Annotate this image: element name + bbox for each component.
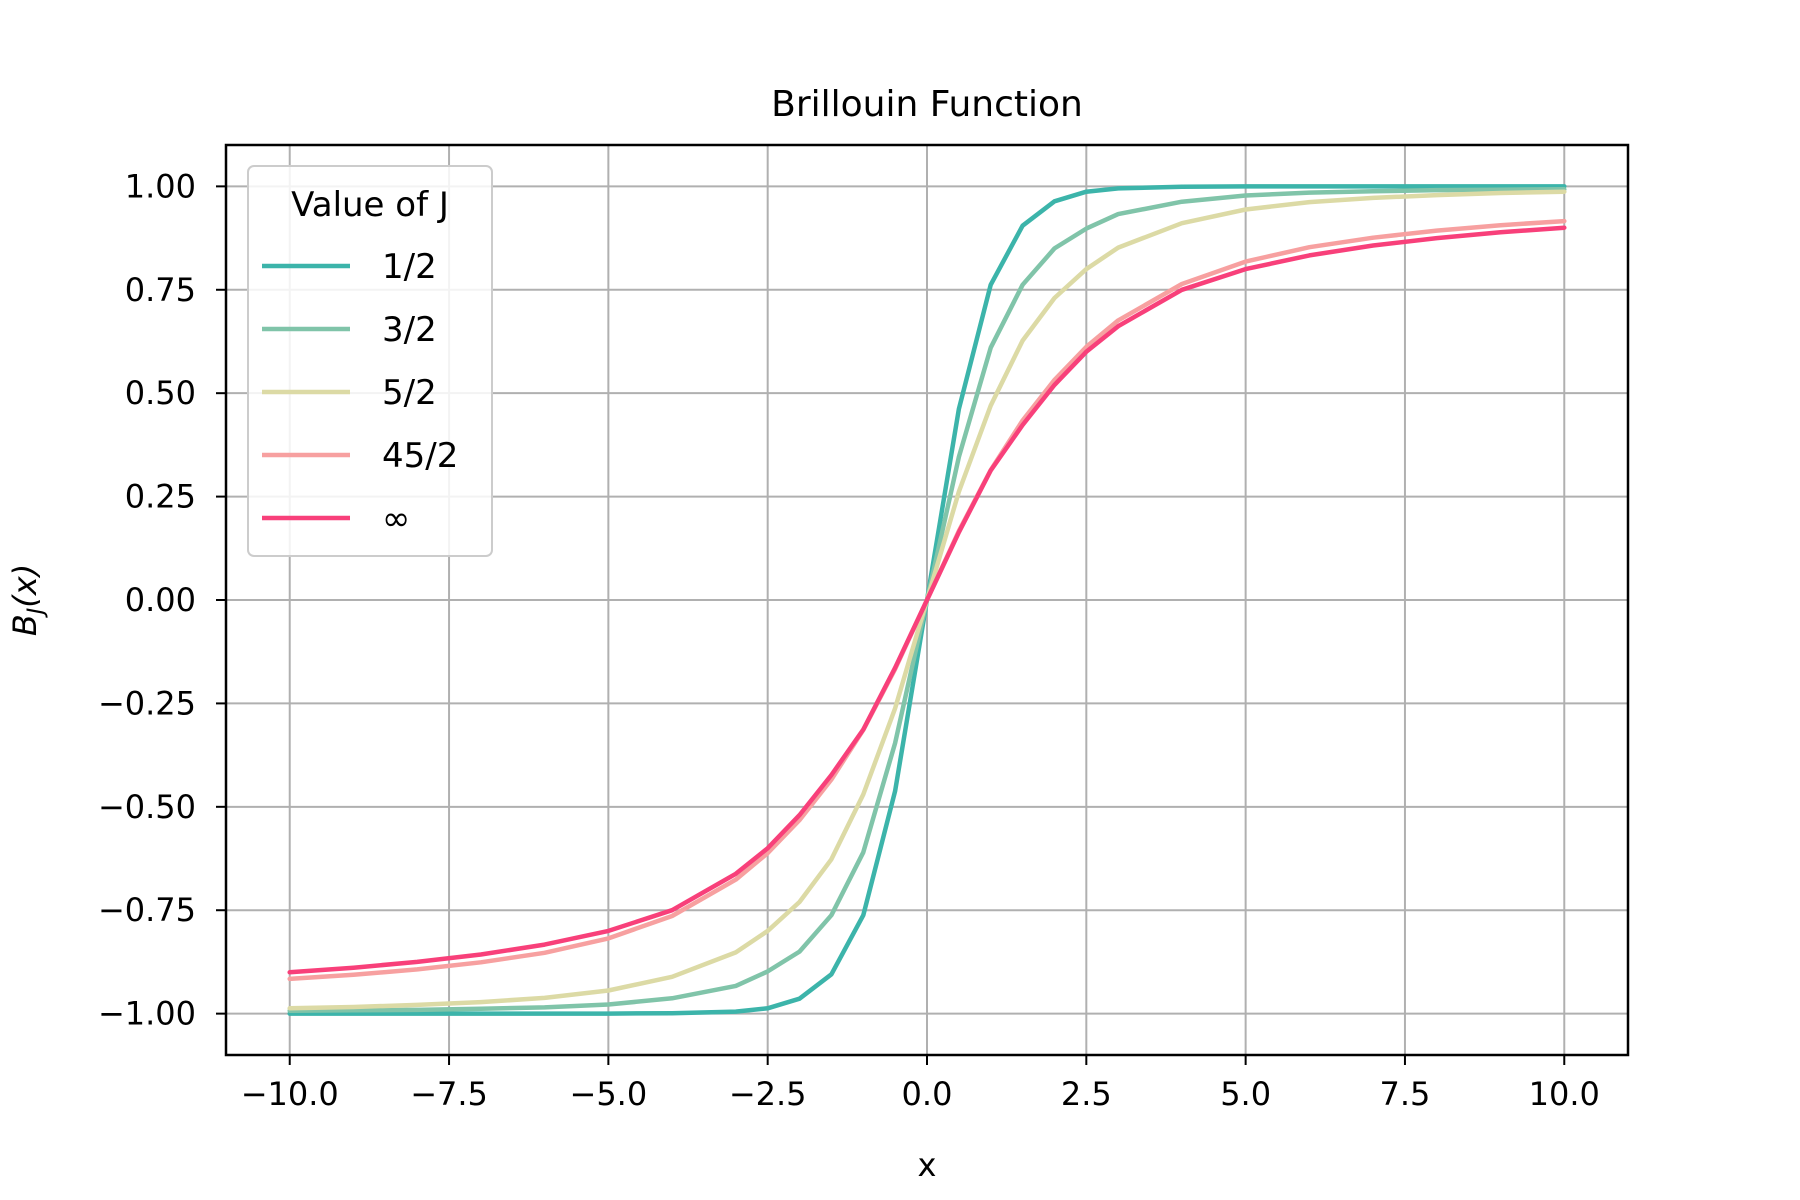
x-tick-label: 0.0 [902,1075,953,1113]
chart-title: Brillouin Function [771,84,1083,125]
y-tick-label: −0.25 [98,684,196,722]
legend-label-0: 1/2 [382,247,437,287]
series-line-4 [287,225,1567,975]
y-tick-label: −1.00 [98,995,196,1033]
legend-label-2: 5/2 [382,373,437,413]
legend-box [247,165,493,557]
legend-label-4: ∞ [382,499,410,539]
axis-ticks: −10.0 −7.5 −5.0 −2.5 0.0 2.5 5.0 7.5 10.0 −1.00 −0… [98,167,1600,1113]
y-tick-label: −0.75 [98,891,196,929]
y-tick-label: 0.25 [125,478,196,516]
legend-label-3: 45/2 [382,436,458,476]
x-tick-label: −5.0 [570,1075,648,1113]
y-tick-label: 0.00 [125,581,196,619]
legend: Value of J 1/2 3/2 5/2 45/2 ∞ [247,165,493,557]
x-tick-label: −2.5 [729,1075,807,1113]
x-axis-label: x [918,1146,937,1184]
y-tick-label: 0.50 [125,374,196,412]
y-axis-label: BJ(x) [6,564,49,636]
legend-title: Value of J [291,185,449,225]
x-tick-label: −10.0 [241,1075,339,1113]
x-tick-label: 2.5 [1061,1075,1112,1113]
series-lines [287,184,1567,1016]
x-tick-label: 10.0 [1529,1075,1600,1113]
x-tick-label: 7.5 [1380,1075,1431,1113]
legend-label-1: 3/2 [382,310,437,350]
y-tick-label: 1.00 [125,167,196,205]
x-tick-label: −7.5 [410,1075,488,1113]
y-tick-label: −0.50 [98,788,196,826]
y-tick-label: 0.75 [125,271,196,309]
x-tick-label: 5.0 [1220,1075,1271,1113]
